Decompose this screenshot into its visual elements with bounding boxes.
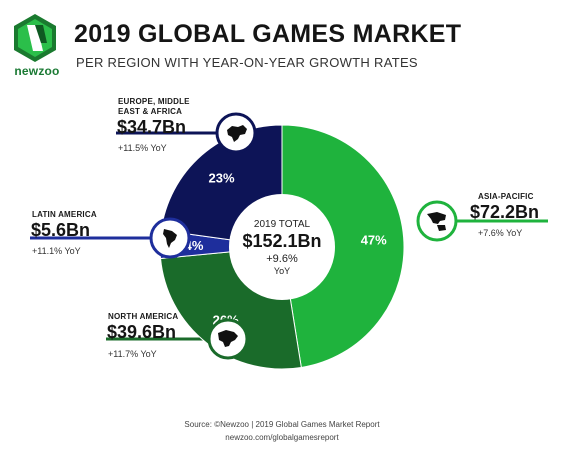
region-name-latin-america: LATIN AMERICA <box>32 210 97 219</box>
europe-map-icon <box>215 112 257 154</box>
newzoo-logo-icon <box>14 14 56 62</box>
center-total-label: 2019 TOTAL <box>253 219 311 230</box>
region-yoy-north-america: +11.7% YoY <box>108 349 157 359</box>
brand-name: newzoo <box>14 64 60 78</box>
region-yoy-latin-america: +11.1% YoY <box>32 246 81 256</box>
region-name-asia-pacific: ASIA-PACIFIC <box>478 192 534 201</box>
latin-america-map-icon <box>149 217 191 259</box>
region-value-emea: $34.7Bn <box>117 117 187 137</box>
region-value-latin-america: $5.6Bn <box>31 220 91 240</box>
region-name-emea-line2: EAST & AFRICA <box>118 107 183 116</box>
page-subtitle: PER REGION WITH YEAR-ON-YEAR GROWTH RATE… <box>76 55 418 70</box>
north-america-map-icon <box>207 318 249 360</box>
source-note: Source: ©Newzoo | 2019 Global Games Mark… <box>184 420 380 429</box>
source-url: newzoo.com/globalgamesreport <box>225 433 339 442</box>
center-total-value: $152.1Bn <box>242 231 322 251</box>
slice-asia-pacific <box>281 124 405 369</box>
center-total-growth-unit: YoY <box>273 266 291 276</box>
region-name-emea-line1: EUROPE, MIDDLE <box>118 97 190 106</box>
asia-pacific-map-icon <box>416 200 458 242</box>
donut-center <box>229 194 335 300</box>
region-name-north-america: NORTH AMERICA <box>108 312 179 321</box>
center-total-growth: +9.6% <box>266 253 298 265</box>
region-yoy-emea: +11.5% YoY <box>118 143 167 153</box>
region-value-asia-pacific: $72.2Bn <box>470 202 540 222</box>
region-value-north-america: $39.6Bn <box>107 322 177 342</box>
pct-label-asia-pacific: 47% <box>361 233 387 248</box>
region-yoy-asia-pacific: +7.6% YoY <box>478 228 523 238</box>
pct-label-emea: 23% <box>209 171 235 186</box>
page-title: 2019 GLOBAL GAMES MARKET <box>74 20 462 48</box>
